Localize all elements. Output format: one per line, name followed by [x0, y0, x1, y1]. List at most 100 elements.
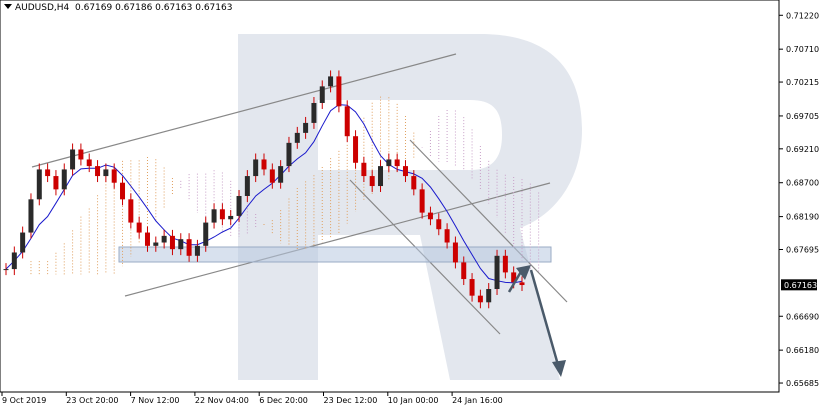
candle-body — [461, 262, 467, 280]
price-candles — [3, 70, 525, 309]
candle-body — [519, 282, 525, 286]
candle-body — [261, 159, 267, 170]
candle-body — [253, 159, 259, 177]
candle-body — [103, 169, 109, 177]
watermark-logo — [238, 34, 582, 380]
ohlc-values: 0.67169 0.67186 0.67163 0.67163 — [75, 3, 233, 13]
candle-body — [444, 229, 450, 243]
candle-body — [303, 122, 309, 133]
descending-upper-line — [409, 139, 568, 303]
candle-body — [336, 76, 342, 107]
candle-body — [120, 182, 126, 200]
candle-body — [111, 169, 117, 183]
candle-body — [286, 142, 292, 167]
candle-body — [402, 166, 408, 177]
candle-body — [20, 232, 26, 253]
moving-average-line — [5, 104, 523, 284]
x-tick-label: 23 Oct 20:00 — [66, 396, 118, 405]
plot-frame — [0, 0, 780, 393]
collapse-triangle-icon[interactable] — [4, 4, 12, 9]
candle-body — [86, 159, 92, 167]
candle-body — [244, 176, 250, 196]
forecast-down-arrow — [529, 269, 560, 366]
x-tick-label: 22 Nov 04:00 — [195, 396, 249, 405]
candle-body — [186, 239, 192, 256]
candle-body — [144, 232, 150, 246]
x-tick-label: 6 Dec 20:00 — [259, 396, 308, 405]
y-tick-label: 0.70710 — [786, 45, 819, 54]
candle-body — [3, 269, 9, 271]
candle-body — [153, 242, 159, 246]
candle-body — [169, 235, 175, 250]
candle-body — [53, 176, 59, 190]
forecast-down-arrowhead — [552, 360, 566, 377]
candle-body — [228, 215, 234, 220]
upper-channel-line — [31, 53, 457, 168]
candle-body — [70, 149, 76, 170]
candle-body — [452, 242, 458, 263]
candle-body — [61, 169, 67, 190]
x-tick-label: 9 Oct 2019 — [2, 396, 46, 405]
candle-body — [394, 159, 400, 167]
lower-channel-line — [124, 182, 551, 297]
candle-body — [11, 252, 17, 270]
current-price-tag: 0.67163 — [781, 279, 817, 291]
y-tick-label: 0.68700 — [786, 179, 819, 188]
candle-body — [45, 169, 51, 177]
candle-body — [353, 136, 359, 163]
forecast-up-arrow — [507, 269, 524, 293]
candle-body — [36, 169, 42, 200]
candle-body — [494, 255, 500, 290]
candle-body — [378, 166, 384, 187]
x-tick-label: 23 Dec 12:00 — [324, 396, 378, 405]
x-tick-label: 24 Jan 16:00 — [452, 396, 503, 405]
candle-body — [194, 245, 200, 256]
y-tick-label: 0.69705 — [786, 112, 819, 121]
y-tick-label: 0.71220 — [786, 11, 819, 20]
chart-header: AUDUSD,H4 0.67169 0.67186 0.67163 0.6716… — [4, 3, 232, 13]
y-tick-label: 0.66690 — [786, 312, 819, 321]
candle-body — [502, 255, 508, 273]
y-tick-label: 0.68190 — [786, 213, 819, 222]
forecast-arrows — [507, 265, 566, 377]
candle-body — [236, 196, 242, 216]
candle-body — [386, 159, 392, 167]
candle-body — [344, 106, 350, 137]
y-tick-label: 0.70215 — [786, 78, 819, 87]
x-tick-label: 10 Jan 00:00 — [388, 396, 439, 405]
y-tick-label: 0.67695 — [786, 245, 819, 254]
y-tick-label: 0.65685 — [786, 379, 819, 388]
forecast-up-arrowhead — [516, 265, 531, 280]
candle-body — [78, 149, 84, 160]
candle-body — [486, 289, 492, 303]
candle-body — [136, 222, 142, 233]
candle-body — [361, 162, 367, 177]
x-tick-label: 7 Nov 12:00 — [131, 396, 180, 405]
candle-body — [278, 166, 284, 183]
candle-body — [203, 222, 209, 246]
candle-body — [319, 86, 325, 103]
candle-body — [294, 132, 300, 143]
candle-body — [469, 279, 475, 296]
candle-body — [178, 239, 184, 250]
candle-body — [28, 199, 34, 233]
support-zone — [118, 246, 552, 263]
candle-body — [161, 235, 167, 243]
candle-body — [477, 295, 483, 303]
y-tick-label: 0.69210 — [786, 145, 819, 154]
candle-body — [128, 199, 134, 223]
candle-body — [427, 212, 433, 220]
candle-body — [95, 166, 101, 177]
current-price-label: 0.67163 — [784, 281, 817, 290]
candle-body — [269, 169, 275, 183]
candle-body — [436, 219, 442, 230]
y-tick-label: 0.66180 — [786, 346, 819, 355]
candle-body — [311, 102, 317, 123]
candle-body — [419, 189, 425, 213]
candle-body — [328, 76, 334, 87]
candle-body — [511, 272, 517, 283]
symbol-label: AUDUSD,H4 — [15, 3, 70, 13]
y-axis: 0.71220 0.70710 0.70215 0.69705 0.69210 0.687… — [779, 11, 819, 388]
candle-body — [411, 176, 417, 190]
